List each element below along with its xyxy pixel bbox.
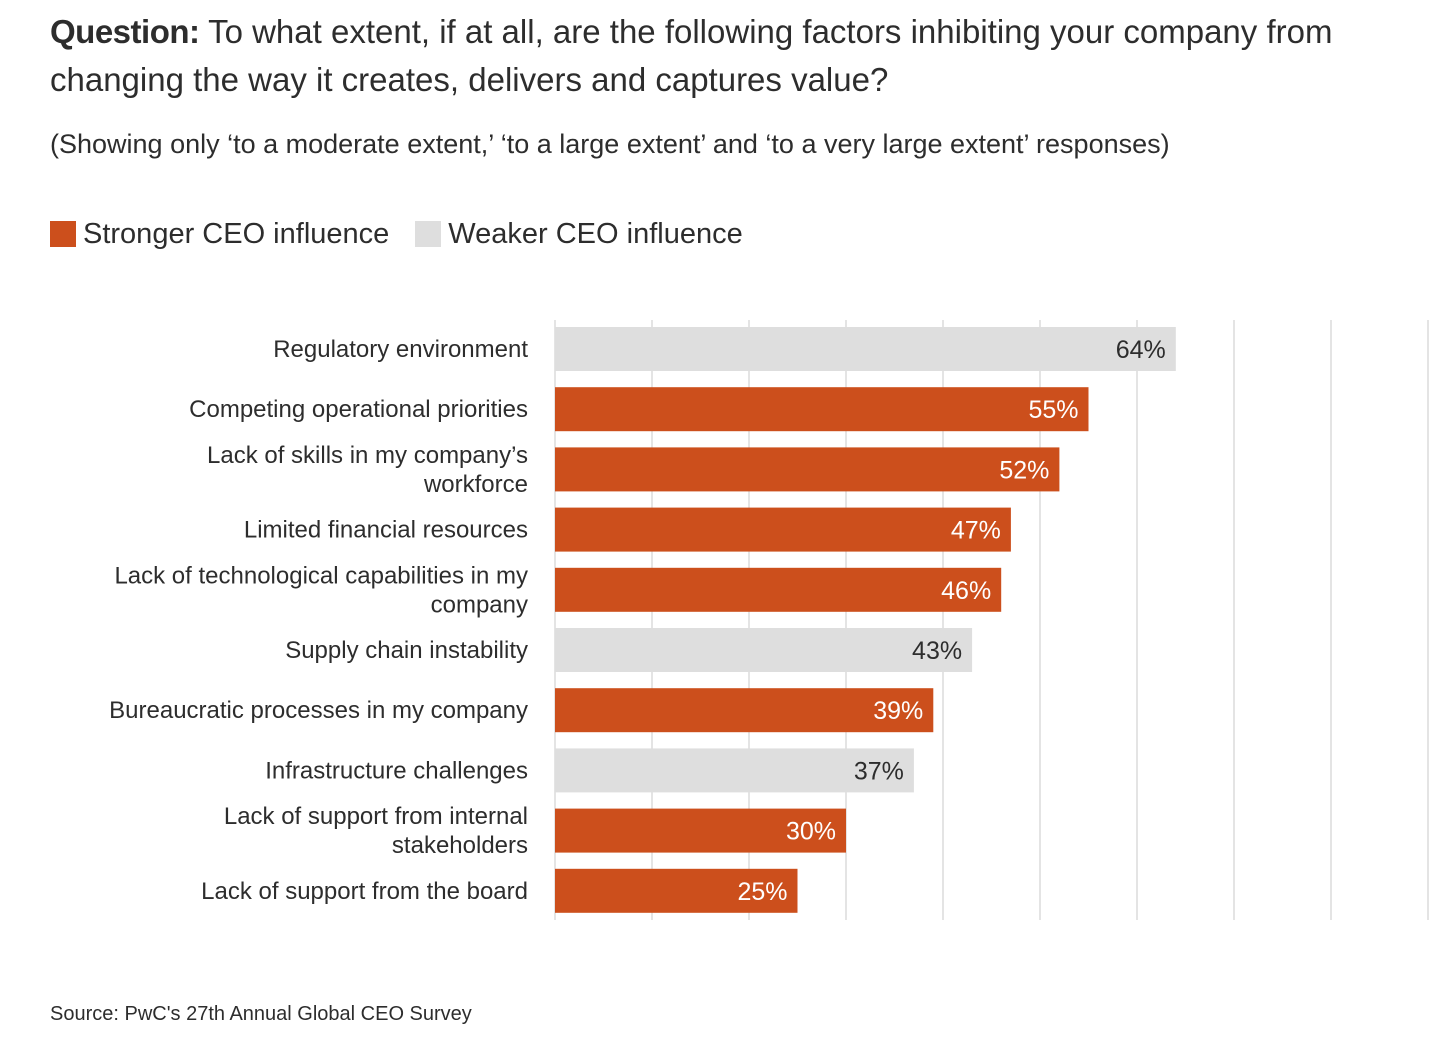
bar bbox=[555, 507, 1011, 552]
category-label: Competing operational priorities bbox=[189, 396, 528, 423]
bar bbox=[555, 628, 973, 672]
bar-value-label: 43% bbox=[912, 637, 962, 665]
bar-value-label: 52% bbox=[999, 456, 1049, 484]
chart-legend: Stronger CEO influence Weaker CEO influe… bbox=[50, 212, 769, 256]
legend-swatch-weaker bbox=[415, 221, 442, 247]
bar bbox=[555, 688, 934, 733]
category-label: Supply chain instability bbox=[285, 637, 528, 664]
category-label: Infrastructure challenges bbox=[265, 757, 528, 784]
chart-question: Question: To what extent, if at all, are… bbox=[50, 8, 1430, 104]
bar bbox=[555, 447, 1060, 492]
bar-value-label: 37% bbox=[854, 757, 904, 785]
legend-item-weaker: Weaker CEO influence bbox=[415, 217, 743, 251]
legend-item-stronger: Stronger CEO influence bbox=[50, 218, 389, 251]
category-label: company bbox=[431, 591, 528, 618]
category-label: workforce bbox=[423, 471, 528, 498]
bar-value-label: 39% bbox=[873, 697, 923, 725]
bar bbox=[555, 748, 914, 793]
category-label: stakeholders bbox=[392, 832, 528, 859]
category-label: Lack of technological capabilities in my bbox=[114, 562, 528, 589]
bar-value-label: 46% bbox=[941, 577, 991, 605]
bar bbox=[555, 808, 846, 853]
bar-value-label: 30% bbox=[786, 818, 836, 846]
bar bbox=[555, 387, 1089, 432]
legend-label-weaker: Weaker CEO influence bbox=[448, 217, 743, 250]
category-label: Regulatory environment bbox=[273, 336, 528, 363]
legend-swatch-stronger bbox=[50, 221, 76, 247]
bar bbox=[555, 327, 1176, 371]
bar bbox=[555, 567, 1002, 612]
bar-value-label: 55% bbox=[1028, 396, 1078, 424]
question-label: Question: bbox=[50, 13, 200, 50]
bar-value-label: 47% bbox=[951, 517, 1001, 545]
bar-chart: 64% Regulatory environment 55% Competing op… bbox=[109, 320, 1429, 920]
chart-subtitle: (Showing only ‘to a moderate extent,’ ‘t… bbox=[50, 129, 1170, 159]
category-label: Limited financial resources bbox=[244, 517, 528, 544]
category-label: Bureaucratic processes in my company bbox=[109, 697, 528, 724]
legend-label-stronger: Stronger CEO influence bbox=[83, 217, 390, 250]
category-label: Lack of skills in my company’s bbox=[207, 442, 528, 469]
bar-value-label: 64% bbox=[1116, 336, 1166, 364]
category-label: Lack of support from internal bbox=[224, 803, 528, 830]
question-text: To what extent, if at all, are the follo… bbox=[50, 13, 1333, 98]
source-note: Source: PwC's 27th Annual Global CEO Sur… bbox=[50, 1003, 472, 1025]
category-label: Lack of support from the board bbox=[201, 878, 528, 905]
bar bbox=[555, 868, 798, 913]
bar-value-label: 25% bbox=[737, 878, 787, 906]
